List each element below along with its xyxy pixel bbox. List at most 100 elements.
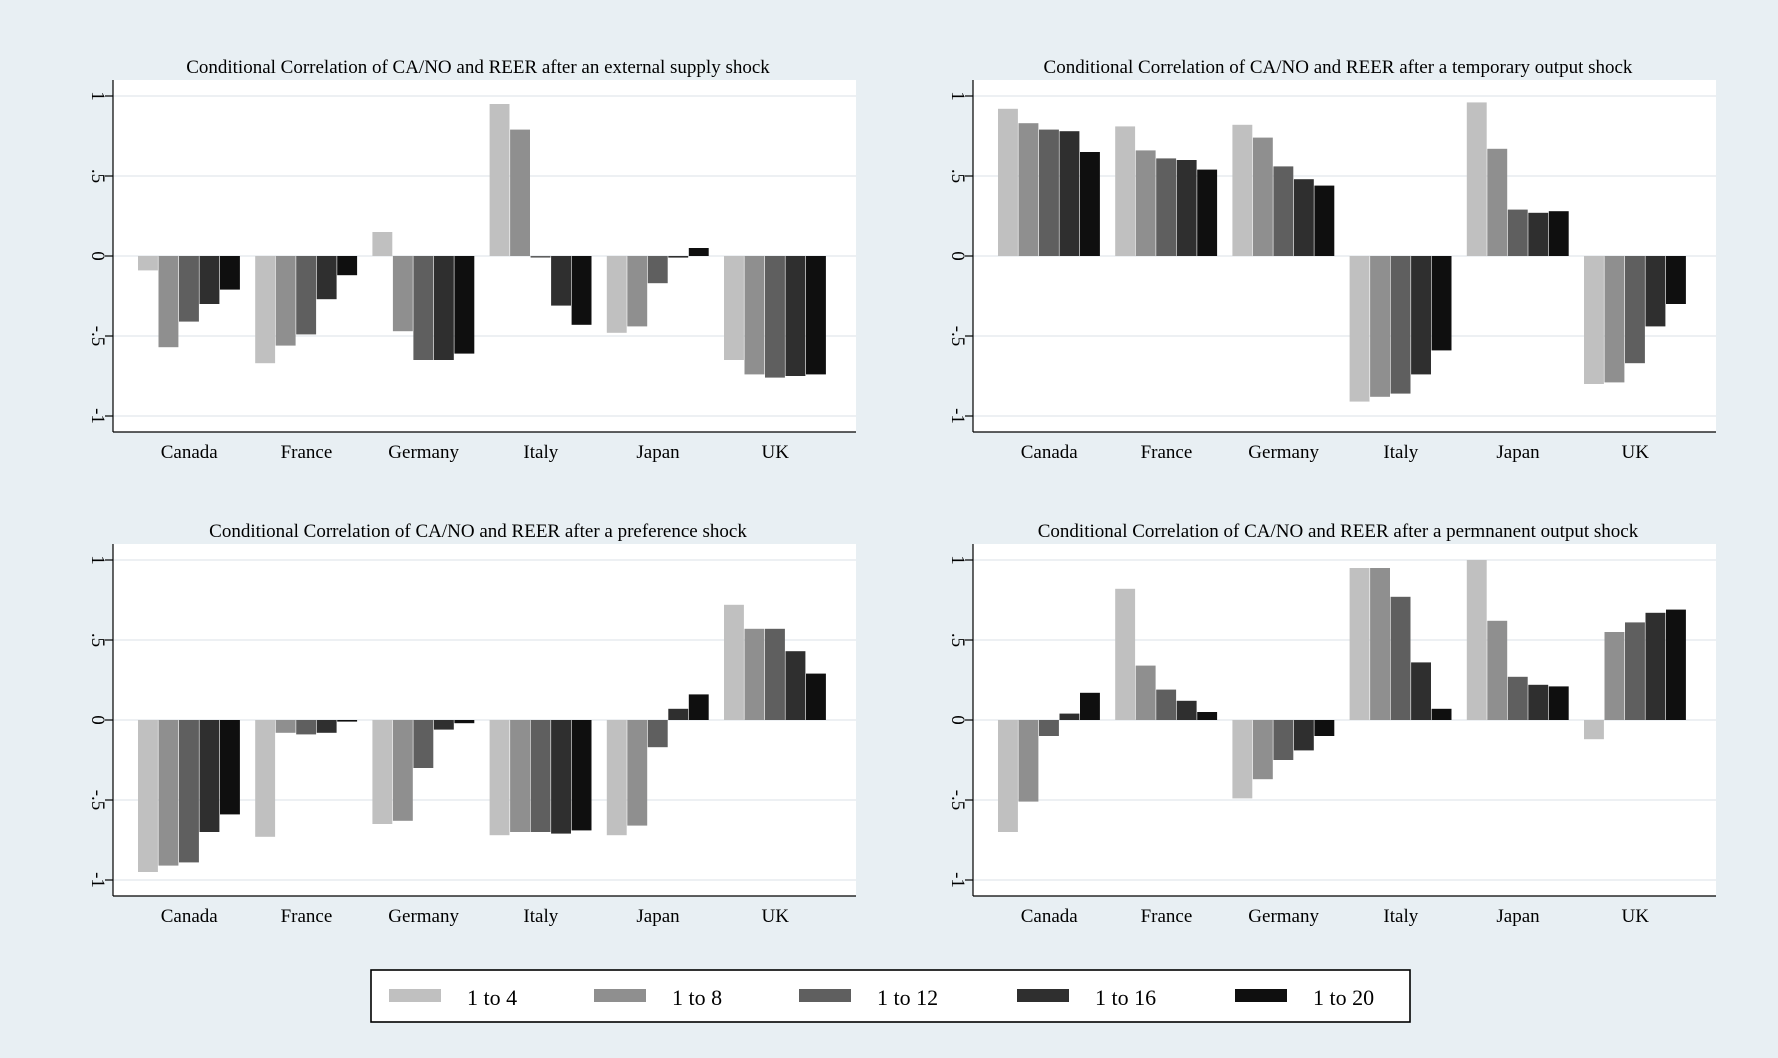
bar (606, 720, 627, 836)
bar (647, 720, 668, 748)
bar (1666, 256, 1686, 304)
bar (1507, 676, 1528, 720)
bar (1314, 185, 1335, 256)
bar (199, 720, 220, 832)
bar (1080, 152, 1100, 256)
bar (571, 256, 592, 325)
bar (372, 232, 393, 256)
bar (1645, 256, 1666, 327)
x-category-label: Germany (1248, 906, 1319, 927)
x-category-label: Japan (1496, 442, 1540, 463)
bar (1252, 720, 1273, 780)
bar (255, 256, 276, 364)
y-tick-label: -1 (87, 408, 108, 424)
legend-label: 1 to 20 (1313, 985, 1374, 1010)
bar (158, 720, 179, 866)
bar (1487, 620, 1508, 720)
x-category-label: Canada (161, 442, 219, 463)
bar (337, 720, 358, 722)
bar (627, 720, 648, 826)
bar (1584, 256, 1604, 384)
bar (138, 720, 158, 872)
bar (433, 720, 454, 730)
bar (765, 628, 785, 720)
x-category-label: France (281, 442, 333, 463)
y-tick-label: -.5 (947, 326, 968, 347)
x-category-label: France (281, 906, 333, 927)
panel-temporary-output-shock: -1 -.5 0 .5 1 Canada France Germany Italy Japan UK… (947, 57, 1716, 463)
bar (1604, 632, 1625, 720)
bar (668, 708, 689, 720)
bar (1528, 212, 1549, 256)
bar (1273, 720, 1294, 760)
y-tick-label: .5 (87, 169, 108, 183)
bar (1411, 256, 1431, 375)
panel-external-supply-shock: -1 -.5 0 .5 1 Canada France Germany Italy Japan UK… (87, 57, 856, 463)
bar (530, 720, 551, 832)
bar (571, 720, 592, 831)
legend-label: 1 to 16 (1095, 985, 1156, 1010)
x-category-label: Italy (523, 906, 558, 927)
y-tick-label: -1 (87, 872, 108, 888)
bar (1411, 662, 1431, 720)
y-tick-label: 1 (87, 91, 108, 101)
x-category-label: Japan (636, 442, 680, 463)
bar (785, 256, 806, 376)
bar (1232, 124, 1253, 256)
bar (1115, 126, 1136, 257)
y-tick-label: 0 (87, 715, 108, 725)
legend-swatch (1235, 989, 1287, 1002)
bar (489, 104, 510, 256)
x-category-label: Japan (1496, 906, 1540, 927)
x-category-label: UK (1622, 442, 1650, 463)
bar (413, 720, 434, 768)
x-category-label: UK (762, 442, 790, 463)
bar (1507, 209, 1528, 256)
bar (1059, 713, 1080, 720)
y-tick-label: 1 (947, 555, 968, 565)
legend-swatch (389, 989, 441, 1002)
bar (392, 720, 413, 821)
bar (806, 256, 826, 375)
bar (275, 256, 296, 346)
x-category-label: France (1141, 906, 1193, 927)
panel-title: Conditional Correlation of CA/NO and REE… (186, 57, 770, 78)
bar (413, 256, 434, 360)
bar (688, 248, 709, 256)
legend-label: 1 to 8 (672, 985, 722, 1010)
bar (688, 694, 709, 720)
bar (1115, 588, 1136, 720)
bar (510, 720, 530, 832)
bar (1548, 686, 1569, 720)
bar (138, 256, 158, 271)
legend: 1 to 4 1 to 8 1 to 12 1 to 16 1 to 20 (370, 969, 1411, 1023)
y-tick-label: -.5 (947, 790, 968, 811)
bar (296, 256, 317, 335)
x-category-label: UK (762, 906, 790, 927)
bar (1584, 720, 1604, 740)
bar (668, 256, 689, 258)
bar (220, 720, 240, 815)
bar (1039, 129, 1059, 256)
bar (806, 673, 826, 720)
bar (454, 720, 475, 724)
bar (1293, 179, 1314, 256)
bar (530, 256, 551, 258)
x-category-label: Canada (1021, 442, 1079, 463)
bar (765, 256, 785, 378)
bar (1370, 568, 1390, 720)
bar (1156, 689, 1177, 720)
panel-permanent-output-shock: -1 -.5 0 .5 1 Canada France Germany Italy Japan UK… (947, 521, 1716, 927)
legend-swatch (799, 989, 851, 1002)
bar (606, 256, 627, 333)
bar (1349, 568, 1370, 720)
x-category-label: Canada (161, 906, 219, 927)
x-category-label: Germany (388, 906, 459, 927)
bar (1176, 160, 1197, 256)
y-tick-label: -1 (947, 872, 968, 888)
bar (1135, 150, 1156, 256)
y-tick-label: -.5 (87, 790, 108, 811)
bar (1197, 169, 1218, 256)
bar (372, 720, 393, 824)
panel-title: Conditional Correlation of CA/NO and REE… (1038, 521, 1639, 542)
